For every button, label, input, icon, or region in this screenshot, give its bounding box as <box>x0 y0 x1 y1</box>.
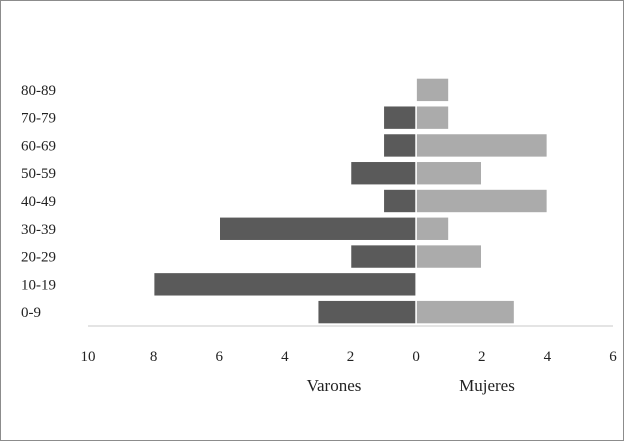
x-tick-label: 4 <box>281 349 289 365</box>
x-tick-label: 8 <box>150 349 158 365</box>
x-tick-label: 6 <box>609 349 617 365</box>
bar-mujeres-30-39 <box>415 216 450 242</box>
bar-varones-20-29 <box>349 243 417 270</box>
bar-mujeres-80-89 <box>415 77 450 103</box>
x-tick-labels: 10 8 6 4 2 0 2 4 6 <box>81 349 618 365</box>
x-tick-label: 10 <box>81 349 96 365</box>
bar-varones-10-19 <box>152 271 417 298</box>
x-tick-label: 2 <box>347 349 355 365</box>
x-tick-label: 0 <box>412 349 420 365</box>
bar-varones-0-9 <box>316 299 417 325</box>
x-axis-label-left: Varones <box>307 376 362 395</box>
y-tick-label: 80-89 <box>21 83 56 99</box>
bar-mujeres-70-79 <box>415 104 450 131</box>
bar-mujeres-60-69 <box>415 132 549 159</box>
y-tick-label: 60-69 <box>21 138 56 154</box>
y-tick-label: 50-59 <box>21 166 56 182</box>
bar-varones-50-59 <box>349 160 417 186</box>
y-tick-label: 70-79 <box>21 111 56 127</box>
y-tick-label: 10-19 <box>21 277 56 293</box>
bar-mujeres-40-49 <box>415 188 549 214</box>
bar-varones-70-79 <box>382 104 417 131</box>
x-axis-label-right: Mujeres <box>459 376 515 395</box>
bar-varones-30-39 <box>218 216 417 242</box>
y-tick-label: 40-49 <box>21 194 56 210</box>
bar-mujeres-20-29 <box>415 243 483 270</box>
bar-mujeres-50-59 <box>415 160 483 186</box>
bar-varones-40-49 <box>382 188 417 214</box>
bar-varones-60-69 <box>382 132 417 159</box>
x-tick-label: 2 <box>478 349 486 365</box>
x-tick-label: 6 <box>216 349 224 365</box>
bar-mujeres-0-9 <box>415 299 516 325</box>
y-tick-label: 20-29 <box>21 250 56 266</box>
bars-layer <box>152 77 549 325</box>
y-tick-label: 30-39 <box>21 222 56 238</box>
x-tick-label: 4 <box>544 349 552 365</box>
y-tick-label: 0-9 <box>21 305 41 321</box>
y-tick-labels: 0-9 10-19 20-29 30-39 40-49 50-59 60-69 70-79 80… <box>21 83 56 321</box>
